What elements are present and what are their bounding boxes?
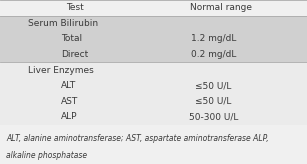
Text: alkaline phosphatase: alkaline phosphatase [6, 151, 87, 160]
Bar [0, 62, 307, 125]
Text: AST: AST [61, 97, 79, 106]
Text: Direct: Direct [61, 50, 89, 59]
Text: Total: Total [61, 34, 83, 43]
Text: ALT: ALT [61, 81, 77, 90]
Text: Normal range: Normal range [190, 3, 252, 12]
Text: Test: Test [66, 3, 84, 12]
Text: 0.2 mg/dL: 0.2 mg/dL [191, 50, 236, 59]
Text: ALT, alanine aminotransferase; AST, aspartate aminotransferase ALP,: ALT, alanine aminotransferase; AST, aspa… [6, 134, 269, 144]
Text: ≤50 U/L: ≤50 U/L [195, 97, 231, 106]
Text: Serum Bilirubin: Serum Bilirubin [28, 19, 98, 28]
Text: Liver Enzymes: Liver Enzymes [28, 66, 93, 75]
Bar [0, 16, 307, 62]
Text: 1.2 mg/dL: 1.2 mg/dL [191, 34, 236, 43]
Bar [0, 0, 307, 16]
Text: ≤50 U/L: ≤50 U/L [195, 81, 231, 90]
Text: 50-300 U/L: 50-300 U/L [189, 112, 238, 121]
Text: ALP: ALP [61, 112, 78, 121]
